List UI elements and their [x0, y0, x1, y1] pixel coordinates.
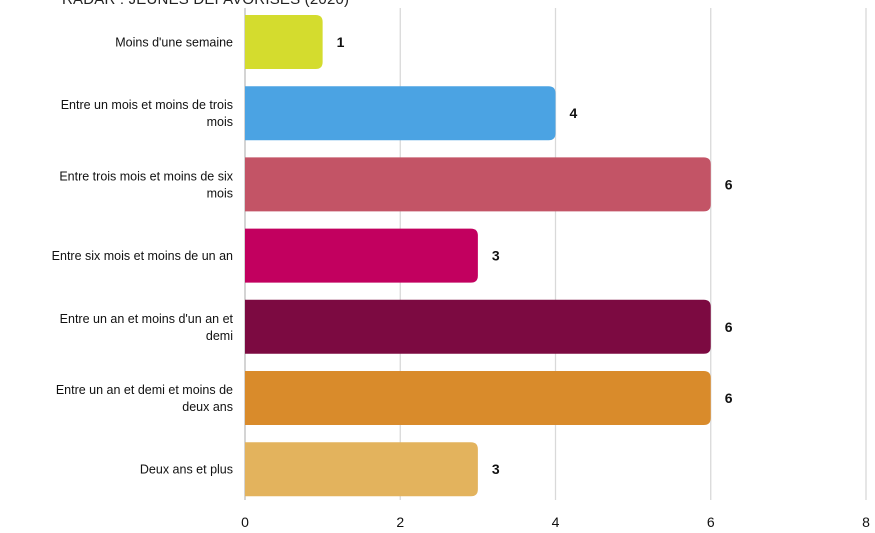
category-label: mois	[207, 186, 233, 200]
bar-value-label: 6	[725, 176, 733, 192]
x-tick-label: 8	[862, 514, 870, 530]
x-tick-label: 0	[241, 514, 249, 530]
bar[interactable]	[245, 228, 478, 283]
bar[interactable]	[245, 371, 711, 425]
bar-value-label: 6	[725, 319, 733, 335]
bar[interactable]	[245, 299, 711, 354]
category-label: deux ans	[182, 400, 233, 414]
category-label: Entre un an et moins d'un an et	[60, 312, 234, 326]
category-label: demi	[206, 329, 233, 343]
category-label: Entre un mois et moins de trois	[61, 98, 233, 112]
x-tick-label: 2	[396, 514, 404, 530]
bar-value-label: 3	[492, 461, 500, 477]
bar[interactable]	[245, 15, 323, 69]
category-label: Entre six mois et moins de un an	[52, 249, 233, 263]
category-label: Entre un an et demi et moins de	[56, 383, 233, 397]
bar-value-label: 3	[492, 248, 500, 264]
category-label: Moins d'une semaine	[115, 36, 233, 50]
bar[interactable]	[245, 157, 711, 212]
bar[interactable]	[245, 86, 556, 141]
chart-title: RADAR : JEUNES DÉFAVORISÉS (2020)	[62, 0, 349, 8]
bar[interactable]	[245, 442, 478, 497]
category-label: Deux ans et plus	[140, 463, 233, 477]
x-tick-label: 6	[707, 514, 715, 530]
category-label: Entre trois mois et moins de six	[59, 169, 233, 183]
x-tick-label: 4	[552, 514, 560, 530]
bar-value-label: 6	[725, 390, 733, 406]
bar-value-label: 1	[337, 34, 345, 50]
category-label: mois	[207, 115, 233, 129]
bar-value-label: 4	[570, 105, 578, 121]
